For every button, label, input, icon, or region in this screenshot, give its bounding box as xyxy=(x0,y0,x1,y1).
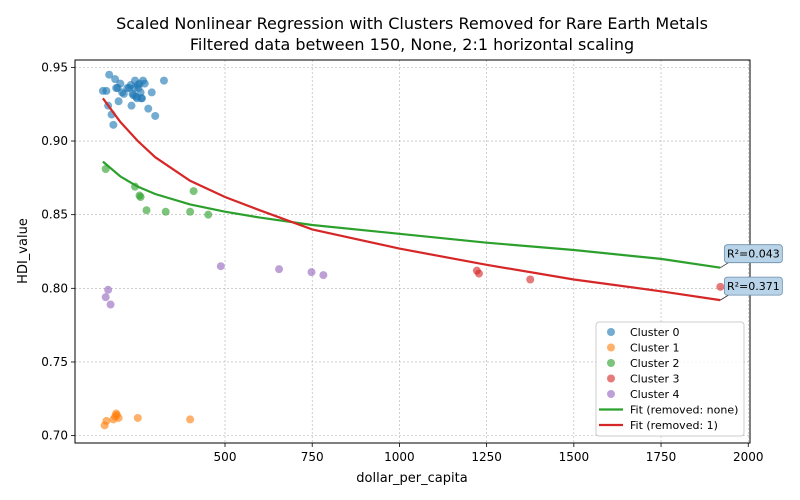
x-axis-label: dollar_per_capita xyxy=(356,471,467,486)
legend-label: Cluster 3 xyxy=(630,373,680,386)
data-point xyxy=(136,192,145,201)
annotation-arrow xyxy=(720,294,729,301)
chart-title: Scaled Nonlinear Regression with Cluster… xyxy=(116,14,708,33)
legend-marker xyxy=(607,343,615,352)
x-tick-label: 1250 xyxy=(471,450,502,464)
legend-marker xyxy=(607,359,615,367)
y-tick-label: 0.95 xyxy=(41,60,68,74)
y-axis-label: HDI_value xyxy=(16,218,31,284)
data-point xyxy=(127,101,136,110)
x-tick-label: 500 xyxy=(214,450,237,464)
data-point xyxy=(106,300,115,309)
data-point xyxy=(159,76,168,85)
y-tick-label: 0.70 xyxy=(41,429,68,443)
data-point xyxy=(102,416,111,425)
annotation-box xyxy=(723,276,783,296)
y-tick-label: 0.85 xyxy=(41,208,68,222)
data-point xyxy=(114,97,123,106)
data-point xyxy=(144,104,153,113)
data-point xyxy=(116,79,125,88)
y-tick-label: 0.75 xyxy=(41,355,68,369)
data-point xyxy=(189,187,198,196)
x-tick-label: 1750 xyxy=(646,450,677,464)
annotation-text: R²=0.043 xyxy=(727,248,780,261)
data-point xyxy=(275,265,284,274)
y-tick-label: 0.90 xyxy=(41,134,68,148)
data-point xyxy=(151,111,160,120)
legend: Cluster 0 Cluster 1 Cluster 2 Cluster 3 Clus… xyxy=(595,321,745,437)
legend-marker xyxy=(607,328,615,336)
fit-lines xyxy=(102,97,721,302)
legend-label: Cluster 1 xyxy=(630,342,680,355)
r2-annotations: R²=0.043 R²=0.371 xyxy=(720,244,783,301)
legend-marker xyxy=(607,374,615,383)
legend-label: Fit (removed: 1) xyxy=(630,419,718,432)
data-point xyxy=(101,293,110,302)
data-point xyxy=(102,86,111,95)
x-tick-label: 2000 xyxy=(733,450,764,464)
legend-label: Cluster 4 xyxy=(630,388,680,401)
data-point xyxy=(186,415,195,424)
data-point xyxy=(216,262,225,271)
data-point xyxy=(119,89,128,98)
annotation-arrow xyxy=(720,262,729,269)
data-point xyxy=(307,268,316,277)
data-point xyxy=(319,271,328,280)
data-point xyxy=(114,413,123,422)
data-point xyxy=(526,275,535,284)
data-point xyxy=(716,282,725,291)
legend-marker xyxy=(607,390,615,398)
legend-label: Fit (removed: none) xyxy=(630,404,738,417)
axis-ticks: 500 750 1000 1250 1500 1750 2000 0.70 0.75 0.80 0.… xyxy=(41,60,763,464)
legend-label: Cluster 2 xyxy=(630,357,680,370)
data-point xyxy=(147,88,156,97)
fit-line xyxy=(102,160,721,269)
data-point xyxy=(109,120,118,129)
data-point xyxy=(137,94,146,103)
y-tick-label: 0.80 xyxy=(41,281,68,295)
legend-box xyxy=(595,321,745,437)
data-point xyxy=(204,210,213,219)
scatter-points xyxy=(98,70,725,430)
annotation-text: R²=0.371 xyxy=(727,280,780,293)
data-point xyxy=(142,206,151,215)
chart-subtitle: Filtered data between 150, None, 2:1 hor… xyxy=(190,35,634,54)
data-point xyxy=(186,207,195,216)
data-point xyxy=(104,285,113,294)
legend-label: Cluster 0 xyxy=(630,326,680,339)
x-tick-label: 1000 xyxy=(384,450,415,464)
data-point xyxy=(133,413,142,422)
x-tick-label: 750 xyxy=(301,450,324,464)
data-point xyxy=(111,75,120,84)
data-point xyxy=(474,269,483,278)
data-point xyxy=(140,79,149,88)
annotation-box xyxy=(723,244,783,264)
x-tick-label: 1500 xyxy=(559,450,590,464)
data-point xyxy=(105,70,114,79)
data-point xyxy=(161,207,170,216)
fit-line xyxy=(102,97,721,302)
